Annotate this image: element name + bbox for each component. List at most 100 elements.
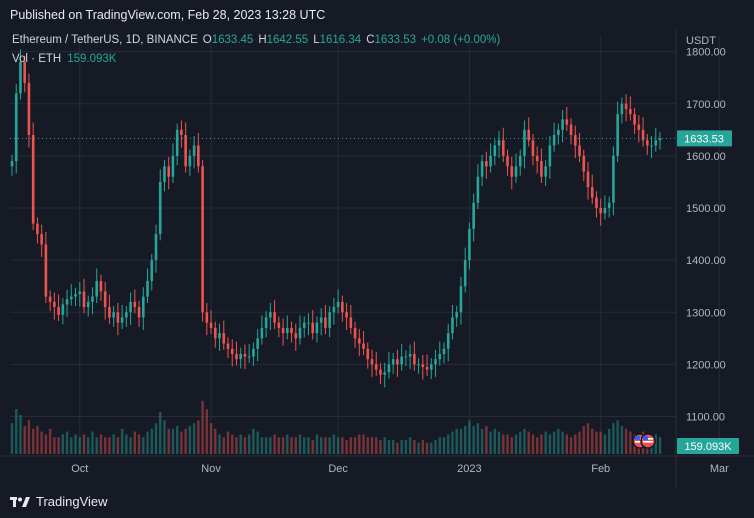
- volume-bar: [226, 431, 230, 454]
- volume-bar: [654, 434, 657, 454]
- volume-bar: [497, 431, 501, 454]
- candle-body: [540, 161, 543, 177]
- volume-bar: [231, 434, 234, 454]
- candle-body: [154, 234, 158, 261]
- volume-bar: [294, 437, 297, 454]
- volume-bar: [44, 434, 48, 454]
- candle-body: [65, 299, 69, 305]
- volume-bar: [103, 437, 107, 454]
- volume-bar: [260, 437, 264, 454]
- candle-body: [518, 155, 522, 167]
- volume-bar: [514, 434, 518, 454]
- volume-bar: [506, 434, 509, 454]
- volume-bar: [137, 434, 141, 454]
- symbol-title: Ethereum / TetherUS, 1D, BINANCE: [12, 34, 198, 46]
- candle-body: [315, 322, 319, 334]
- volume-bar: [61, 434, 65, 454]
- volume-bar: [277, 437, 281, 454]
- close-label: C: [366, 34, 374, 46]
- volume-badge-value: 159.093K: [684, 441, 732, 453]
- volume-bar: [150, 428, 153, 454]
- candle-body: [379, 369, 382, 375]
- candle-body: [61, 304, 65, 315]
- volume-bar: [396, 442, 399, 454]
- candle-body: [527, 129, 531, 141]
- candle-body: [116, 312, 120, 323]
- candle-body: [201, 166, 204, 313]
- close-value: 1633.53: [375, 34, 417, 46]
- candle-body: [133, 301, 137, 308]
- volume-bar: [154, 423, 158, 454]
- low-value: 1616.34: [320, 34, 362, 46]
- candle-body: [590, 187, 594, 198]
- volume-bar: [413, 440, 416, 454]
- candle-body: [226, 343, 230, 349]
- candle-body: [514, 166, 518, 177]
- candle-body: [641, 129, 645, 141]
- candle-body: [413, 353, 416, 365]
- candle-body: [205, 312, 209, 323]
- candle-body: [506, 155, 509, 167]
- candle-body: [69, 296, 73, 300]
- candle-body: [307, 322, 310, 324]
- published-caption: Published on TradingView.com, Feb 28, 20…: [10, 8, 326, 22]
- volume-bar: [209, 423, 213, 454]
- volume-bar: [603, 434, 607, 454]
- volume-bar: [243, 437, 247, 454]
- volume-bar: [540, 434, 543, 454]
- candle-body: [451, 317, 454, 334]
- volume-bar: [502, 434, 505, 454]
- candle-body: [485, 161, 488, 167]
- volume-bar: [36, 426, 39, 454]
- candle-body: [472, 202, 475, 229]
- candle-body: [459, 286, 463, 313]
- candle-body: [489, 155, 492, 167]
- candle-body: [103, 291, 107, 308]
- candlestick-chart[interactable]: Ethereum / TetherUS, 1D, BINANCE O 1633.45…: [0, 28, 754, 488]
- volume-bar: [324, 437, 327, 454]
- volume-bar: [629, 431, 632, 454]
- change-value: +0.08 (+0.00%): [421, 34, 500, 46]
- volume-bar: [116, 437, 120, 454]
- candle-body: [396, 359, 399, 365]
- volume-bar: [519, 431, 522, 454]
- candle-body: [531, 140, 535, 156]
- chart-area[interactable]: Ethereum / TetherUS, 1D, BINANCE O 1633.45…: [0, 28, 754, 488]
- candle-body: [298, 327, 302, 339]
- candle-body: [112, 312, 115, 318]
- volume-bar: [82, 434, 86, 454]
- candle-body: [260, 327, 264, 339]
- candle-body: [374, 364, 378, 370]
- volume-bar: [569, 437, 573, 454]
- candle-body: [573, 135, 577, 146]
- candle-body: [391, 359, 395, 365]
- us-flag-icon[interactable]: [640, 433, 656, 449]
- volume-bar: [129, 437, 132, 454]
- candle-body: [455, 312, 459, 318]
- candle-body: [633, 114, 636, 125]
- currency-label: USDT: [686, 35, 716, 47]
- tradingview-logo[interactable]: TradingView: [10, 494, 108, 509]
- volume-bar: [252, 428, 255, 454]
- tradingview-brand: TradingView: [36, 494, 108, 509]
- volume-badge: [677, 438, 739, 454]
- candle-body: [357, 338, 361, 344]
- candle-body: [429, 364, 433, 370]
- volume-bar: [95, 437, 98, 454]
- candle-body: [341, 301, 344, 313]
- volume-bar: [455, 428, 458, 454]
- volume-bar: [425, 442, 429, 454]
- volume-bar: [146, 431, 149, 454]
- volume-bar: [527, 431, 530, 454]
- volume-bar: [391, 440, 395, 454]
- candle-body: [569, 124, 573, 136]
- open-value: 1633.45: [212, 34, 254, 46]
- candle-body: [501, 140, 505, 156]
- candle-body: [332, 307, 336, 313]
- candle-body: [78, 291, 82, 295]
- candle-body: [620, 103, 624, 115]
- volume-bar: [430, 442, 433, 454]
- candle-body: [188, 155, 192, 167]
- x-tick-label: Feb: [591, 463, 610, 475]
- volume-bar: [383, 437, 386, 454]
